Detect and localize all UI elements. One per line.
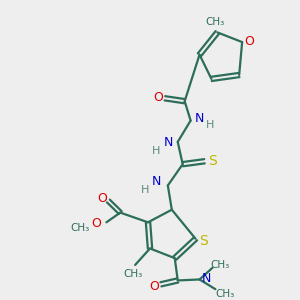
Text: CH₃: CH₃: [211, 260, 230, 270]
Text: S: S: [199, 234, 208, 248]
Text: O: O: [149, 280, 159, 293]
Text: N: N: [164, 136, 173, 149]
Text: N: N: [151, 175, 160, 188]
Text: O: O: [153, 91, 163, 104]
Text: CH₃: CH₃: [206, 17, 225, 27]
Text: H: H: [206, 120, 214, 130]
Text: CH₃: CH₃: [124, 269, 143, 279]
Text: H: H: [141, 185, 149, 195]
Text: N: N: [195, 112, 204, 125]
Text: CH₃: CH₃: [216, 289, 235, 299]
Text: CH₃: CH₃: [70, 223, 89, 233]
Text: O: O: [244, 34, 254, 48]
Text: O: O: [98, 192, 107, 205]
Text: H: H: [152, 146, 160, 156]
Text: O: O: [92, 217, 101, 230]
Text: S: S: [208, 154, 217, 168]
Text: N: N: [202, 272, 211, 285]
